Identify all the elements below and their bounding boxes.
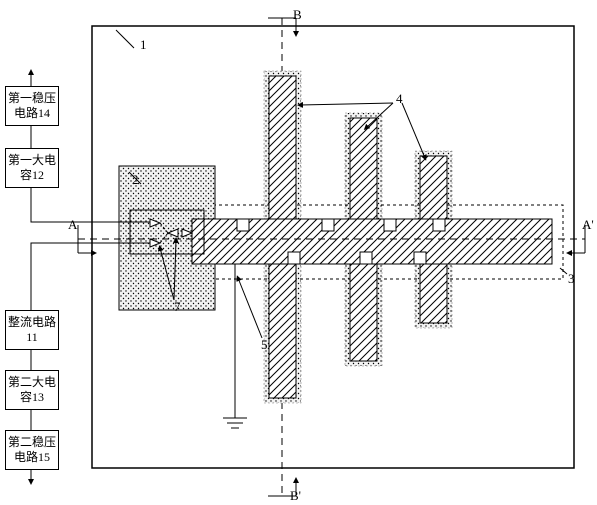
label-bp: B' [290, 489, 301, 502]
label-a: A [68, 218, 77, 231]
box-c12: 第一大电容12 [5, 148, 59, 188]
slit-t4 [433, 219, 445, 231]
lead-4c [402, 103, 425, 158]
box-c12-l1: 第一大电 [8, 153, 56, 167]
vbar-1-top [269, 76, 296, 219]
box-v14-l1: 第一稳压 [8, 91, 56, 105]
vbar-1-bot [269, 264, 296, 398]
slit-t3 [384, 219, 396, 231]
box-rect11: 整流电路11 [5, 310, 59, 350]
lead-3 [560, 268, 567, 274]
lead-5 [238, 278, 262, 338]
box-v15: 第二稳压电路15 [5, 430, 59, 470]
vbar-3-bot [420, 264, 447, 323]
slit-b1 [288, 252, 300, 264]
frame-leader [116, 30, 134, 48]
box-rect11-l1: 整流电路 [8, 315, 56, 329]
box-v14: 第一稳压电路14 [5, 86, 59, 126]
box-v14-l2: 电路14 [14, 106, 50, 120]
box-rect11-l2: 11 [26, 330, 38, 344]
label-4: 4 [396, 92, 403, 105]
box-c12-l2: 容12 [20, 168, 44, 182]
box-c13-l1: 第二大电 [8, 375, 56, 389]
label-1: 1 [140, 38, 147, 51]
box-v15-l2: 电路15 [14, 450, 50, 464]
slit-t1 [237, 219, 249, 231]
lead-4a [300, 103, 393, 105]
slit-b2 [360, 252, 372, 264]
slit-t2 [322, 219, 334, 231]
label-3: 3 [568, 272, 575, 285]
vbar-2-bot [350, 264, 377, 361]
label-ap: A' [582, 218, 594, 231]
label-b: B [293, 8, 302, 21]
vbar-2-top [350, 118, 377, 219]
box-c13-l2: 容13 [20, 390, 44, 404]
slit-b3 [414, 252, 426, 264]
label-2: 2 [132, 173, 139, 186]
box-c13: 第二大电容13 [5, 370, 59, 410]
label-7: 7 [174, 300, 181, 313]
box-v15-l1: 第二稳压 [8, 435, 56, 449]
label-5: 5 [261, 338, 268, 351]
vbar-3-top [420, 156, 447, 219]
